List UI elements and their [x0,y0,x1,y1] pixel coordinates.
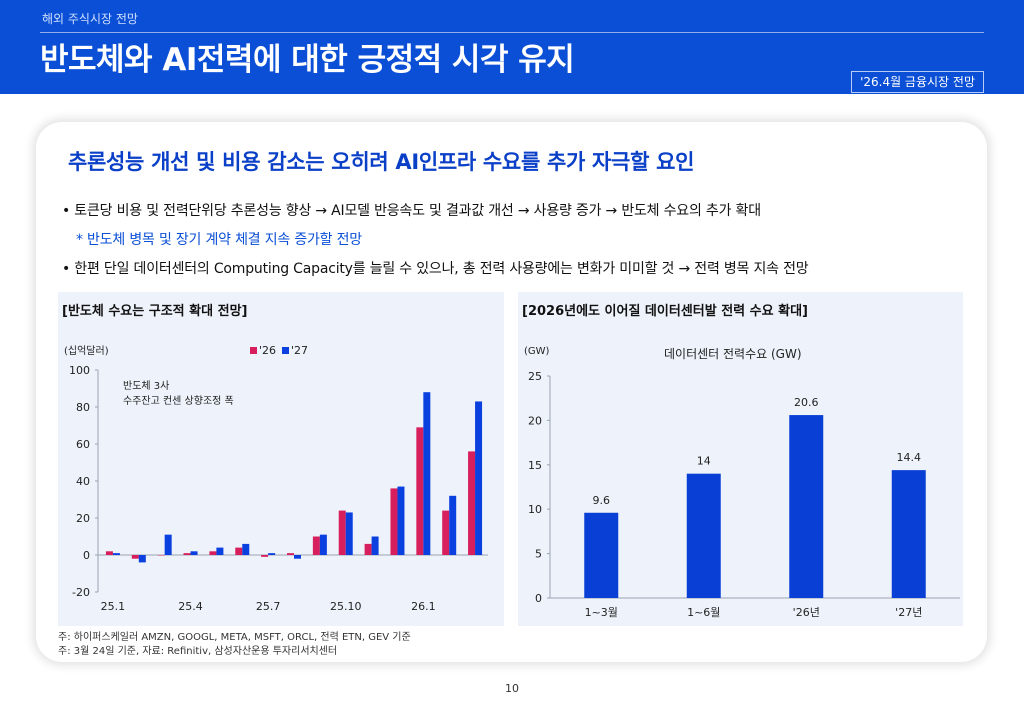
breadcrumb: 해외 주식시장 전망 [42,12,138,26]
left-x-tick-label: 26.1 [411,600,436,613]
legend-swatch-26 [250,347,257,354]
right-y-tick-label: 0 [535,592,542,605]
bar-27-7 [294,555,301,559]
bar-27-1 [138,555,146,563]
bar-27-14 [475,401,483,555]
right-y-tick-label: 25 [528,370,542,383]
right-x-tick-label: '26년 [793,606,820,619]
bar-27-9 [345,512,353,555]
right-ylabel: (GW) [524,346,550,357]
power-bar-label: 9.6 [593,494,611,507]
right-y-tick-label: 15 [528,459,542,472]
date-tag: '26.4월 금융시장 전망 [851,71,984,93]
bar-26-5 [235,547,243,555]
bar-26-12 [416,427,424,555]
left-y-tick-label: 0 [83,549,90,562]
page-header: 해외 주식시장 전망 반도체와 AI전력에 대한 긍정적 시각 유지 '26.4… [0,0,1024,94]
left-y-tick-label: 40 [76,475,90,488]
bar-26-7 [287,553,294,555]
bullet-point-1: • 토큰당 비용 및 전력단위당 추론성능 향상 → AI모델 반응속도 및 결… [62,203,761,219]
bar-26-13 [442,510,450,555]
page-title: 반도체와 AI전력에 대한 긍정적 시각 유지 [40,42,575,78]
power-bar-label: 14 [697,455,711,468]
semiconductor-demand-chart: (십억달러) '26 '27 반도체 3사 수주잔고 컨센 상향조정 폭 -20… [64,344,488,613]
bar-27-12 [423,392,431,555]
bar-27-4 [216,547,224,555]
left-x-tick-label: 25.10 [330,600,362,613]
bar-27-2 [164,534,172,555]
power-bar-label: 14.4 [897,451,922,464]
right-x-tick-label: 1~6월 [687,606,720,619]
power-bar-1 [686,473,721,598]
footnote-1: 주: 하이퍼스케일러 AMZN, GOOGL, META, MSFT, ORCL… [58,632,411,643]
bar-26-14 [468,451,476,555]
power-bar-3 [891,470,926,598]
datacenter-power-demand-chart: (GW) 데이터센터 전력수요 (GW) 0 5 10 15 20 25 9.6 1~3월 14… [524,346,960,619]
bullet-point-2: • 한편 단일 데이터센터의 Computing Capacity를 늘릴 수 … [62,261,809,277]
left-y-tick-label: 80 [76,401,90,414]
right-y-tick-label: 5 [535,548,542,561]
power-chart-title: [2026년에도 이어질 데이터센터발 전력 수요 확대] [522,304,808,319]
bar-26-8 [312,536,320,555]
left-x-tick-label: 25.7 [256,600,281,613]
legend-label-27: '27 [291,344,308,357]
left-y-tick-label: 20 [76,512,90,525]
chart-annotation-line1: 반도체 3사 [123,380,169,392]
bar-27-5 [242,543,250,555]
left-x-tick-label: 25.1 [101,600,126,613]
right-x-tick-label: 1~3월 [585,606,618,619]
left-y-tick-label: -20 [72,586,90,599]
legend-swatch-27 [282,347,289,354]
bar-26-1 [131,555,139,559]
bar-27-6 [268,553,276,555]
legend-label-26: '26 [259,344,276,357]
bar-26-6 [261,555,269,557]
semiconductor-chart-title: [반도체 수요는 구조적 확대 전망] [62,304,248,319]
bar-27-10 [371,536,379,555]
bar-26-9 [338,510,346,555]
left-ylabel: (십억달러) [64,345,109,357]
bar-26-4 [209,551,217,555]
right-x-tick-label: '27년 [895,606,922,619]
section-subtitle: 추론성능 개선 및 비용 감소는 오히려 AI인프라 수요를 추가 자극할 요인 [68,150,695,174]
bar-26-0 [105,551,113,555]
page-number: 10 [505,682,519,695]
bar-27-11 [397,486,405,555]
left-y-tick-label: 60 [76,438,90,451]
bar-26-3 [183,553,191,555]
power-bar-0 [584,512,619,598]
power-bar-label: 20.6 [794,396,819,409]
right-chart-title: 데이터센터 전력수요 (GW) [664,347,802,361]
left-x-tick-label: 25.4 [178,600,203,613]
power-demand-chart-panel: [2026년에도 이어질 데이터센터발 전력 수요 확대] (GW) 데이터센터… [518,292,963,626]
bar-27-0 [112,553,120,555]
bar-26-2 [157,555,165,556]
bullet-note: * 반도체 병목 및 장기 계약 체결 지속 증가할 전망 [76,232,362,248]
right-y-tick-label: 10 [528,503,542,516]
bar-27-3 [190,551,198,555]
header-rule [40,32,984,33]
semiconductor-chart-panel: [반도체 수요는 구조적 확대 전망] (십억달러) '26 '27 반도체 3… [58,292,504,626]
right-y-tick-label: 20 [528,414,542,427]
power-bar-2 [789,415,824,598]
footnote-2: 주: 3월 24일 기준, 자료: Refinitiv, 삼성자산운용 투자리서… [58,646,338,657]
chart-annotation-line2: 수주잔고 컨센 상향조정 폭 [123,395,234,407]
left-y-tick-label: 100 [69,364,90,377]
bar-27-8 [319,534,327,555]
bar-26-11 [390,488,398,555]
bar-26-10 [364,543,372,555]
bar-27-13 [449,495,457,555]
